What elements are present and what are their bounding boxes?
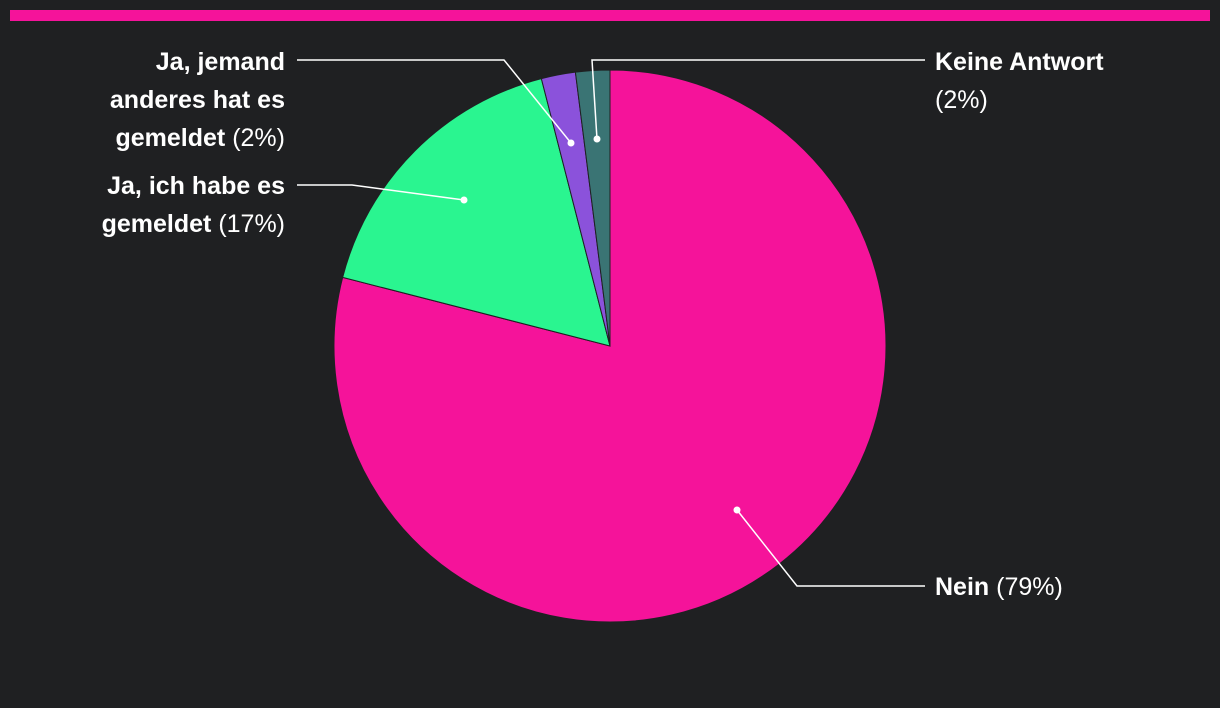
leader-line-ja-jemand-anderes-hat-es-gemeldet (297, 59, 572, 144)
labels-layer: Keine Antwort (2%) Nein (79%) Ja, ich habe … (102, 48, 1105, 601)
slice-label-name: Ja, jemand (156, 48, 285, 76)
leader-line-nein (736, 509, 925, 587)
accent-bar (10, 10, 1210, 21)
slice-label-percent: (79%) (996, 573, 1063, 601)
slice-label-name: anderes hat es (110, 86, 285, 114)
slice-label-ja-ich-habe-es-gemeldet: Ja, ich habe es gemeldet (17%) (102, 172, 285, 238)
leader-dot-ja-ich-habe-es-gemeldet (460, 196, 468, 204)
slice-label-percent: (2%) (935, 86, 988, 114)
slice-label-line: Keine Antwort (935, 48, 1104, 76)
slice-label-name: Ja, ich habe es (107, 172, 285, 200)
slice-label-ja-jemand-anderes-hat-es-gemeldet: Ja, jemand anderes hat es gemeldet (2%) (110, 48, 285, 152)
slice-label-keine-antwort: Keine Antwort (2%) (935, 48, 1104, 114)
pie-slice-ja-ich-habe-es-gemeldet (342, 78, 611, 347)
slice-label-line: anderes hat es (110, 86, 285, 114)
leader-dot-keine-antwort (593, 135, 601, 143)
slice-label-name: gemeldet (116, 124, 233, 152)
slice-label-percent: (17%) (218, 210, 285, 238)
leaders-layer (297, 59, 925, 587)
slice-label-line: gemeldet (2%) (116, 124, 286, 152)
slice-label-name: Nein (935, 573, 996, 601)
slice-label-percent: (2%) (232, 124, 285, 152)
slice-label-line: Nein (79%) (935, 573, 1063, 601)
slice-label-line: gemeldet (17%) (102, 210, 285, 238)
slice-label-name: Keine Antwort (935, 48, 1104, 76)
slice-label-line: (2%) (935, 86, 988, 114)
leader-dot-ja-jemand-anderes-hat-es-gemeldet (567, 139, 575, 147)
slice-label-name: gemeldet (102, 210, 219, 238)
leader-line-keine-antwort (591, 59, 925, 140)
slices-layer (333, 69, 887, 623)
slice-label-line: Ja, jemand (156, 48, 285, 76)
slice-label-nein: Nein (79%) (935, 573, 1063, 601)
leader-line-ja-ich-habe-es-gemeldet (297, 184, 465, 201)
leader-dot-nein (733, 506, 741, 514)
slice-label-line: Ja, ich habe es (107, 172, 285, 200)
